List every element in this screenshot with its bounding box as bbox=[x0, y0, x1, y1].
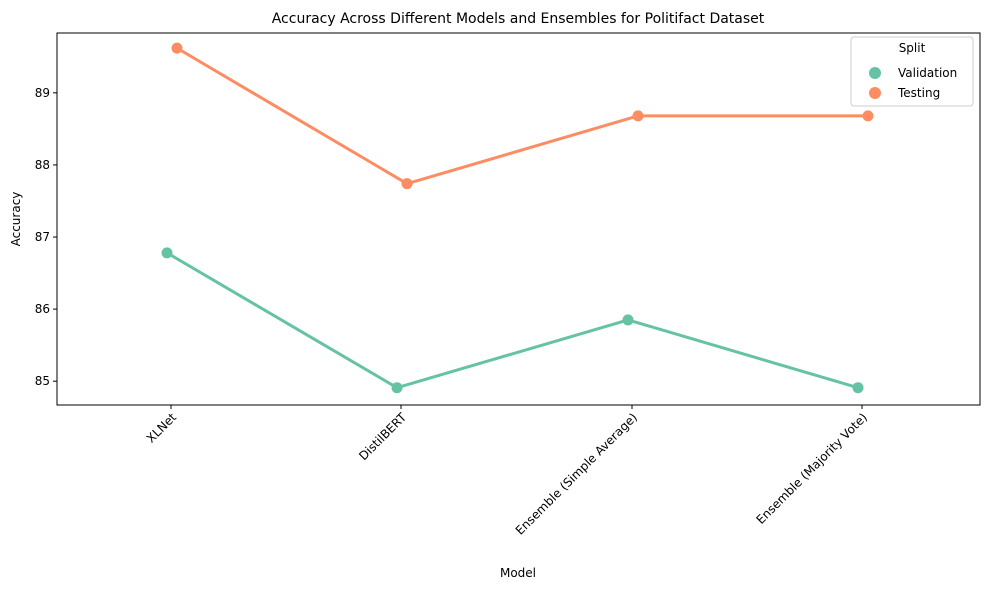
legend-label-testing: Testing bbox=[897, 86, 940, 100]
series-line-testing bbox=[176, 46, 868, 186]
data-point-validation bbox=[391, 382, 403, 394]
series-line-validation bbox=[166, 251, 859, 390]
y-tick-label: 89 bbox=[35, 86, 50, 100]
legend-label-validation: Validation bbox=[898, 66, 957, 80]
y-axis-label: Accuracy bbox=[9, 192, 23, 247]
data-point-testing bbox=[632, 110, 644, 122]
x-tick-label: Ensemble (Majority Vote) bbox=[753, 410, 870, 527]
x-tick-label: DistilBERT bbox=[356, 410, 409, 463]
legend-title: Split bbox=[899, 41, 926, 55]
data-point-testing bbox=[401, 178, 413, 190]
data-point-validation bbox=[852, 382, 864, 394]
legend-box bbox=[850, 36, 974, 107]
plot-frame bbox=[56, 32, 981, 406]
y-tick-label: 88 bbox=[35, 158, 50, 172]
y-tick-label: 86 bbox=[35, 302, 50, 316]
data-point-testing bbox=[862, 110, 874, 122]
legend: Split Validation Testing bbox=[850, 36, 974, 107]
legend-marker-validation bbox=[869, 67, 881, 79]
y-tick-label: 85 bbox=[35, 374, 50, 388]
y-tick-label: 87 bbox=[35, 230, 50, 244]
legend-marker-testing bbox=[869, 87, 881, 99]
chart-title: Accuracy Across Different Models and Ens… bbox=[272, 11, 765, 27]
y-axis: 85 86 87 88 89 bbox=[35, 86, 57, 388]
plot-area bbox=[56, 32, 981, 406]
x-tick-label: Ensemble (Simple Average) bbox=[513, 410, 640, 537]
x-axis: XLNet DistilBERT Ensemble (Simple Average)… bbox=[144, 405, 870, 538]
x-tick-label: XLNet bbox=[144, 410, 180, 446]
x-axis-label: Model bbox=[500, 566, 536, 580]
series-lines bbox=[166, 46, 868, 390]
series-points bbox=[161, 42, 874, 394]
data-point-validation bbox=[161, 247, 173, 259]
data-point-validation bbox=[622, 314, 634, 326]
data-point-testing bbox=[171, 42, 183, 54]
